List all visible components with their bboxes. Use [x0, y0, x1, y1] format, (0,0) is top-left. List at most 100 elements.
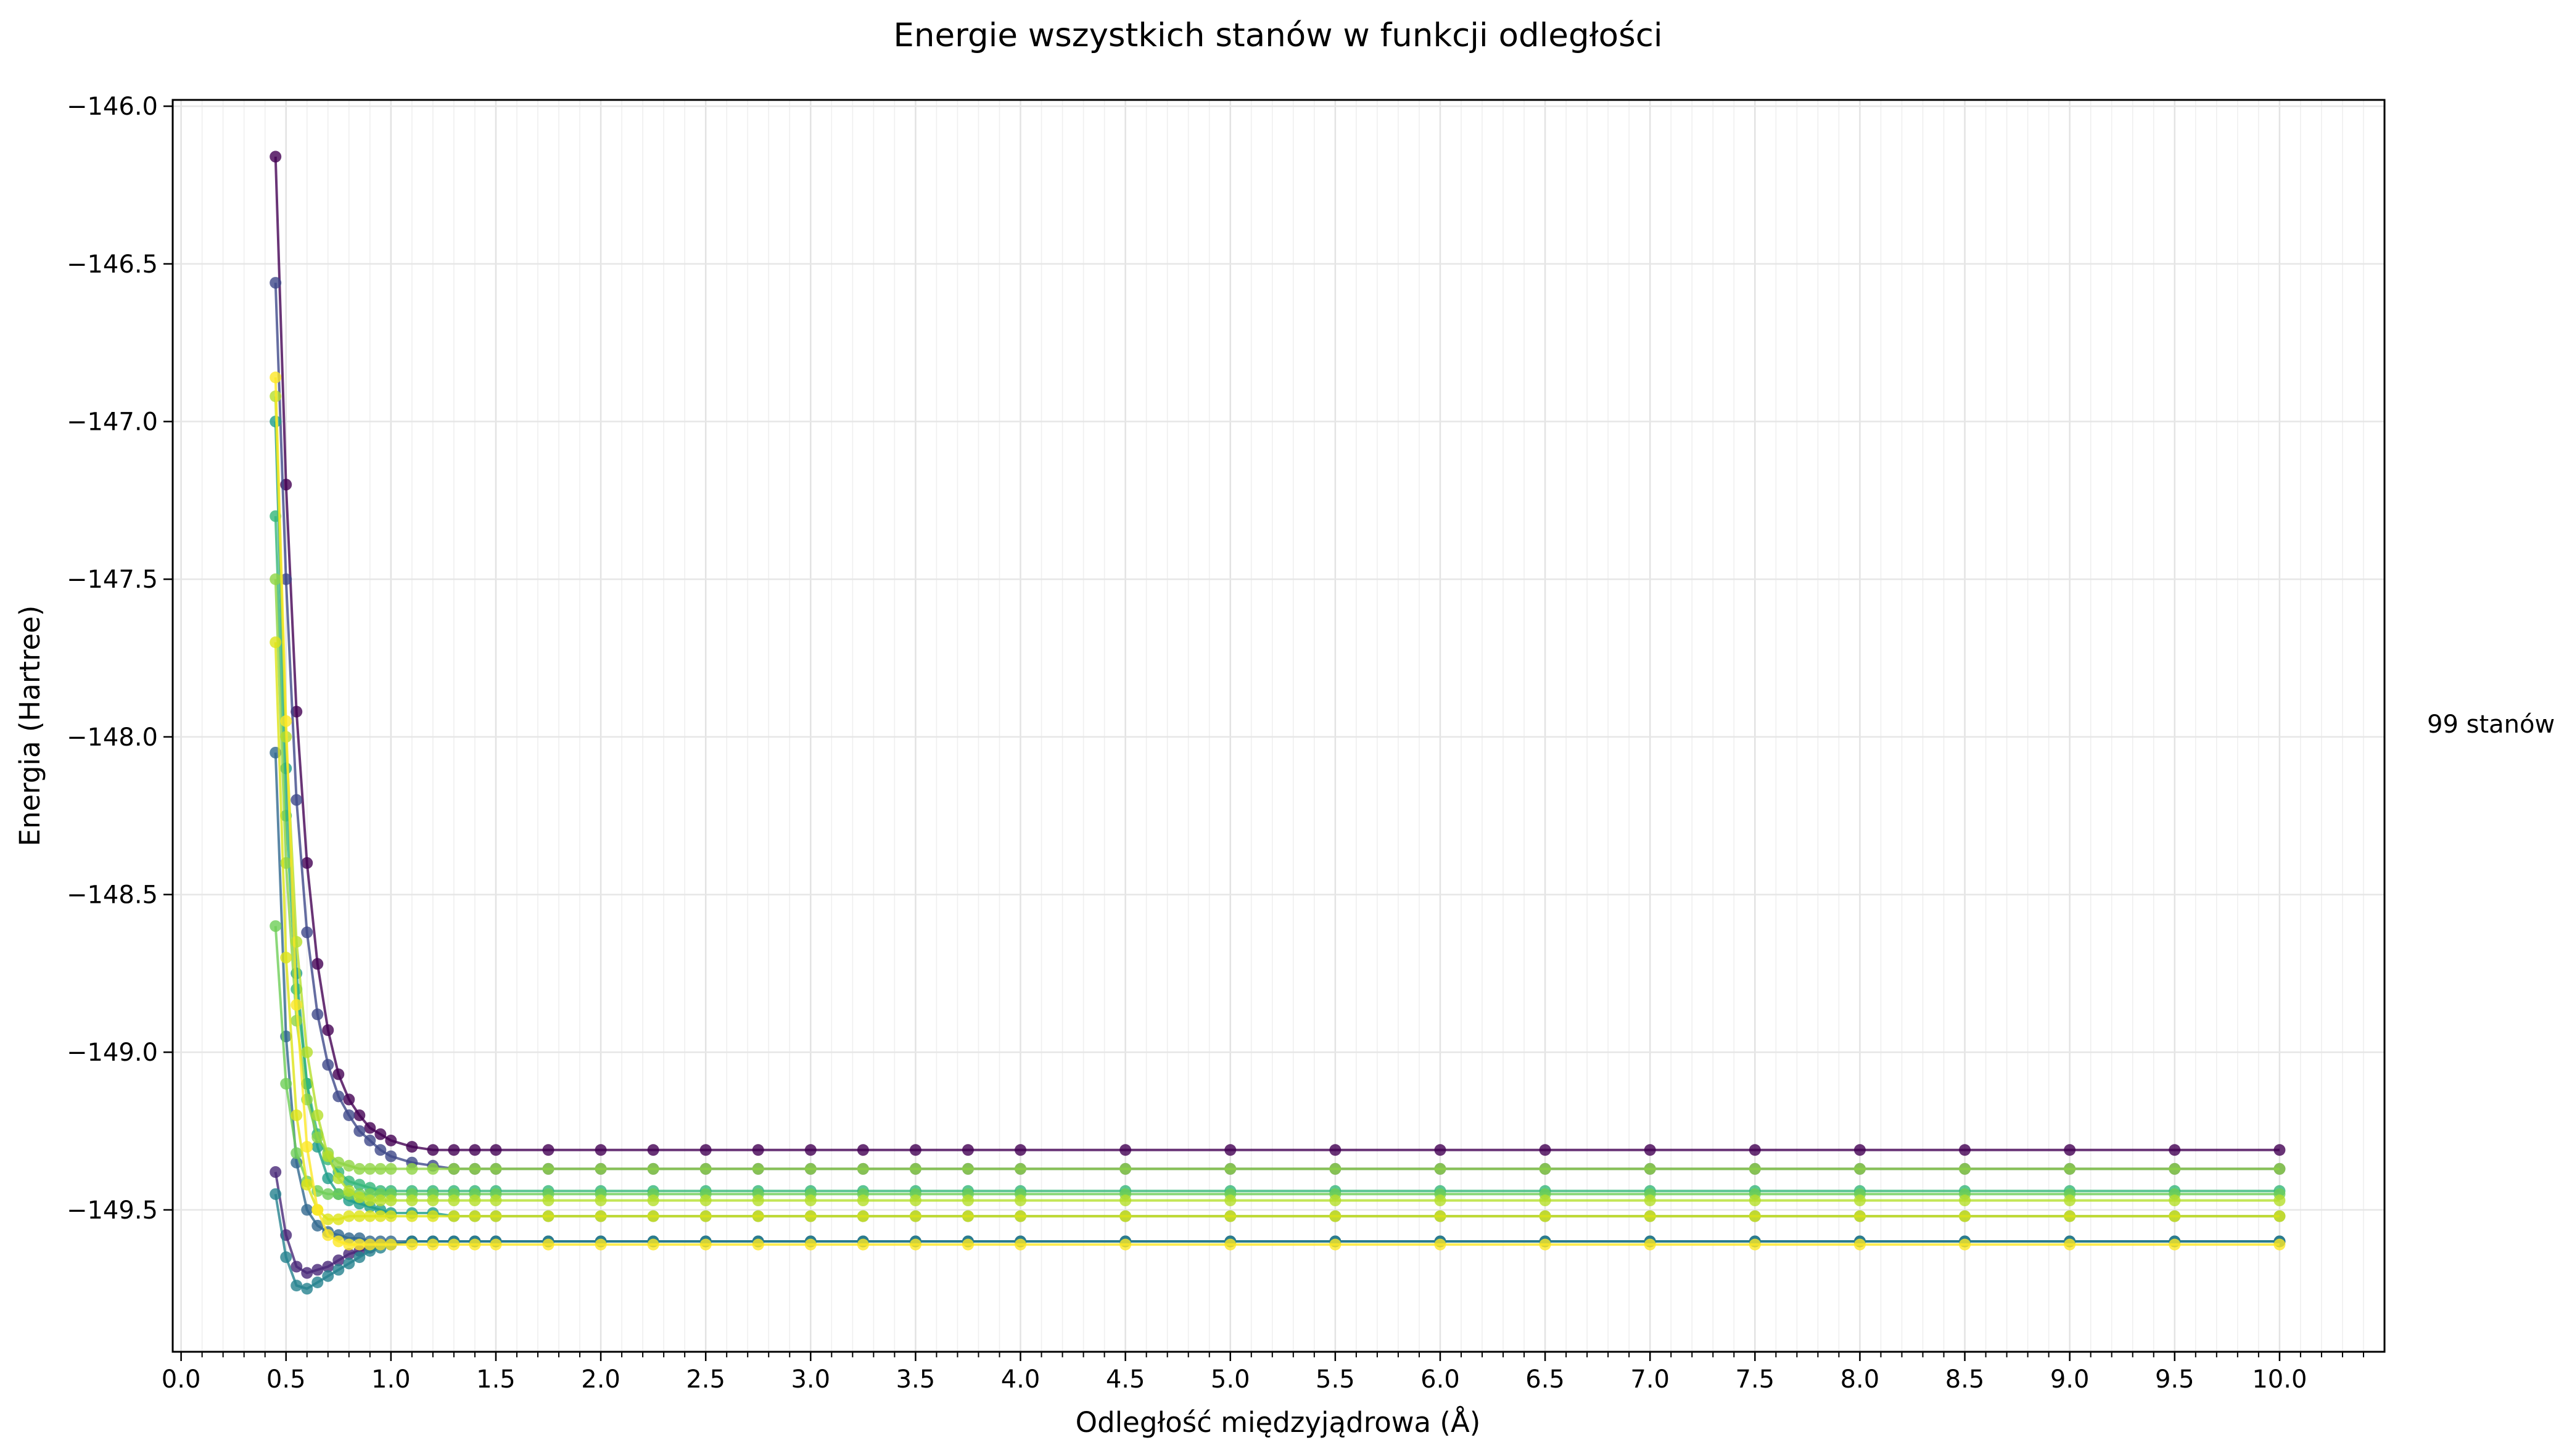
- data-point: [1749, 1238, 1761, 1251]
- data-point: [542, 1162, 554, 1175]
- data-point: [804, 1162, 817, 1175]
- x-tick-label: 2.0: [581, 1365, 620, 1394]
- data-point: [1119, 1162, 1132, 1175]
- x-tick-label: 0.5: [266, 1365, 306, 1394]
- y-tick-label: −146.0: [67, 93, 158, 121]
- data-point: [374, 1195, 387, 1207]
- data-point: [962, 1195, 974, 1207]
- x-tick-label: 4.0: [1001, 1365, 1041, 1394]
- data-point: [343, 1248, 355, 1260]
- x-tick-label: 8.5: [1945, 1365, 1985, 1394]
- data-point: [2064, 1210, 2076, 1222]
- series-line: [274, 516, 2280, 1193]
- data-point: [364, 1238, 376, 1251]
- data-point: [962, 1144, 974, 1156]
- data-point: [406, 1141, 418, 1153]
- data-point: [406, 1238, 418, 1251]
- data-point: [490, 1195, 502, 1207]
- data-point: [270, 150, 282, 163]
- data-point: [406, 1162, 418, 1175]
- data-point: [343, 1093, 355, 1106]
- data-point: [291, 794, 303, 806]
- series-11: [270, 636, 2286, 1225]
- data-point: [364, 1122, 376, 1134]
- data-point: [1329, 1210, 1342, 1222]
- data-point: [311, 1109, 324, 1121]
- axis-ticks: 0.0 0.5 1.0 1.5 2.0 2.5 3.0 3.5 4.0 4.5 5.0 5.5 6.0 6…: [67, 93, 2364, 1394]
- data-point: [647, 1162, 659, 1175]
- data-point: [1224, 1162, 1237, 1175]
- data-point: [490, 1238, 502, 1251]
- data-point: [1959, 1162, 1971, 1175]
- data-point: [962, 1210, 974, 1222]
- data-point: [595, 1144, 607, 1156]
- data-point: [469, 1195, 481, 1207]
- data-point: [343, 1185, 355, 1197]
- series-line: [274, 421, 2280, 1218]
- data-point: [448, 1195, 460, 1207]
- states-count-annotation: 99 stanów: [2427, 710, 2555, 739]
- x-tick-label: 9.0: [2050, 1365, 2090, 1394]
- data-point: [343, 1175, 355, 1188]
- x-tick-label: 1.5: [476, 1365, 516, 1394]
- data-point: [270, 920, 282, 932]
- y-tick-label: −149.5: [67, 1196, 158, 1225]
- data-point: [374, 1128, 387, 1140]
- x-tick-label: 10.0: [2252, 1365, 2307, 1394]
- data-point: [490, 1144, 502, 1156]
- data-point: [1749, 1195, 1761, 1207]
- data-point: [332, 1090, 345, 1103]
- data-point: [385, 1150, 397, 1162]
- data-point: [962, 1238, 974, 1251]
- data-point: [322, 1261, 334, 1273]
- chart-title: Energie wszystkich stanów w funkcji odle…: [893, 17, 1662, 54]
- data-point: [1329, 1195, 1342, 1207]
- data-point: [301, 1046, 313, 1058]
- series-line: [274, 642, 2280, 1221]
- data-point: [364, 1210, 376, 1222]
- x-tick-label: 7.5: [1736, 1365, 1775, 1394]
- data-point: [909, 1144, 921, 1156]
- data-point: [332, 1213, 345, 1225]
- data-point: [542, 1210, 554, 1222]
- data-point: [343, 1257, 355, 1270]
- data-point: [374, 1210, 387, 1222]
- data-point: [857, 1195, 869, 1207]
- data-point: [647, 1238, 659, 1251]
- data-point: [752, 1162, 764, 1175]
- series-3: [270, 277, 2286, 1175]
- data-point: [385, 1162, 397, 1175]
- data-point: [857, 1238, 869, 1251]
- data-point: [322, 1270, 334, 1282]
- data-point: [385, 1238, 397, 1251]
- data-point: [469, 1210, 481, 1222]
- data-point: [301, 1267, 313, 1279]
- series-layer: [270, 150, 2286, 1295]
- x-tick-label: 1.0: [371, 1365, 411, 1394]
- series-line: [274, 156, 2280, 1151]
- x-tick-label: 6.5: [1525, 1365, 1565, 1394]
- data-point: [311, 958, 324, 970]
- data-point: [699, 1195, 712, 1207]
- data-point: [311, 1131, 324, 1143]
- data-point: [406, 1210, 418, 1222]
- data-point: [909, 1210, 921, 1222]
- data-point: [270, 1166, 282, 1178]
- series-line: [274, 579, 2280, 1170]
- data-point: [2064, 1144, 2076, 1156]
- data-point: [301, 926, 313, 939]
- data-point: [699, 1210, 712, 1222]
- data-point: [1644, 1162, 1656, 1175]
- data-point: [542, 1195, 554, 1207]
- data-point: [270, 371, 282, 384]
- data-point: [542, 1144, 554, 1156]
- data-point: [448, 1210, 460, 1222]
- data-point: [2064, 1195, 2076, 1207]
- data-point: [857, 1162, 869, 1175]
- data-point: [804, 1144, 817, 1156]
- data-point: [804, 1238, 817, 1251]
- data-point: [1015, 1162, 1027, 1175]
- data-point: [291, 999, 303, 1011]
- data-point: [1644, 1238, 1656, 1251]
- data-point: [301, 1178, 313, 1191]
